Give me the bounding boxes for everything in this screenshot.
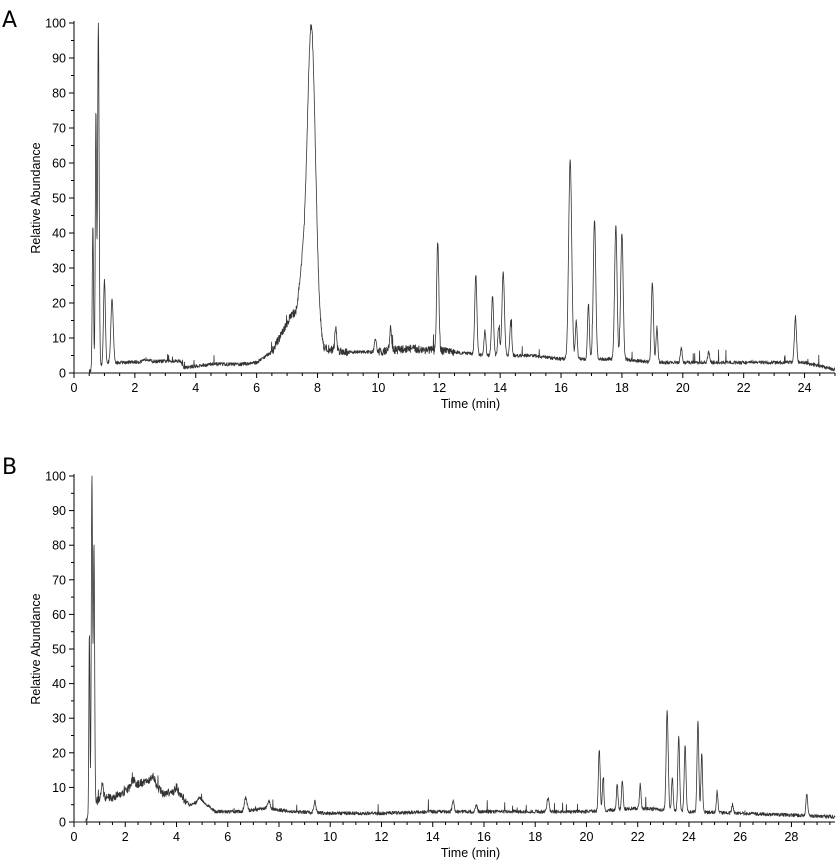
y-tick-label: 10 <box>52 332 66 346</box>
y-tick-label: 30 <box>52 712 66 726</box>
chromatogram-trace <box>73 475 836 823</box>
y-tick-label: 40 <box>52 677 66 691</box>
y-tick-label: 0 <box>59 816 66 830</box>
x-tick-label: 2 <box>122 830 129 844</box>
chromatogram-trace <box>73 22 836 374</box>
y-tick-label: 60 <box>52 157 66 171</box>
y-tick-label: 60 <box>52 608 66 622</box>
y-tick-label: 20 <box>52 297 66 311</box>
y-tick-label: 70 <box>52 573 66 587</box>
y-axis-title: Relative Abundance <box>29 593 43 704</box>
x-tick-label: 2 <box>131 381 138 395</box>
x-tick-label: 10 <box>371 381 385 395</box>
y-tick-label: 0 <box>59 367 66 381</box>
x-tick-label: 6 <box>224 830 231 844</box>
x-tick-label: 24 <box>798 381 812 395</box>
y-tick-label: 100 <box>45 470 66 484</box>
y-tick-label: 20 <box>52 746 66 760</box>
y-tick-label: 100 <box>45 17 66 31</box>
x-tick-label: 4 <box>192 381 199 395</box>
x-axis-title: Time (min) <box>441 397 500 411</box>
x-tick-label: 12 <box>432 381 446 395</box>
x-tick-label: 4 <box>173 830 180 844</box>
x-tick-label: 26 <box>733 830 747 844</box>
y-tick-label: 30 <box>52 262 66 276</box>
x-tick-label: 14 <box>426 830 440 844</box>
x-tick-label: 20 <box>676 381 690 395</box>
y-tick-label: 40 <box>52 227 66 241</box>
x-tick-label: 14 <box>493 381 507 395</box>
x-tick-label: 0 <box>71 381 78 395</box>
y-axis-title: Relative Abundance <box>29 142 43 253</box>
panel-label-a: A <box>2 8 18 33</box>
x-tick-label: 6 <box>253 381 260 395</box>
y-tick-label: 50 <box>52 192 66 206</box>
x-tick-label: 16 <box>554 381 568 395</box>
x-axis-title: Time (min) <box>441 846 500 860</box>
x-tick-label: 24 <box>682 830 696 844</box>
panel-label-b: B <box>2 455 18 480</box>
y-tick-label: 10 <box>52 781 66 795</box>
x-tick-label: 22 <box>737 381 751 395</box>
x-tick-label: 18 <box>528 830 542 844</box>
x-tick-label: 16 <box>477 830 491 844</box>
x-tick-label: 18 <box>615 381 629 395</box>
x-tick-label: 28 <box>784 830 798 844</box>
y-tick-label: 90 <box>52 52 66 66</box>
y-tick-label: 90 <box>52 504 66 518</box>
y-tick-label: 80 <box>52 539 66 553</box>
y-tick-label: 80 <box>52 87 66 101</box>
y-tick-label: 70 <box>52 122 66 136</box>
x-tick-label: 20 <box>580 830 594 844</box>
x-tick-label: 8 <box>314 381 321 395</box>
y-tick-label: 50 <box>52 643 66 657</box>
x-tick-label: 22 <box>631 830 645 844</box>
x-tick-label: 10 <box>323 830 337 844</box>
x-tick-label: 8 <box>276 830 283 844</box>
x-tick-label: 0 <box>71 830 78 844</box>
x-tick-label: 12 <box>375 830 389 844</box>
